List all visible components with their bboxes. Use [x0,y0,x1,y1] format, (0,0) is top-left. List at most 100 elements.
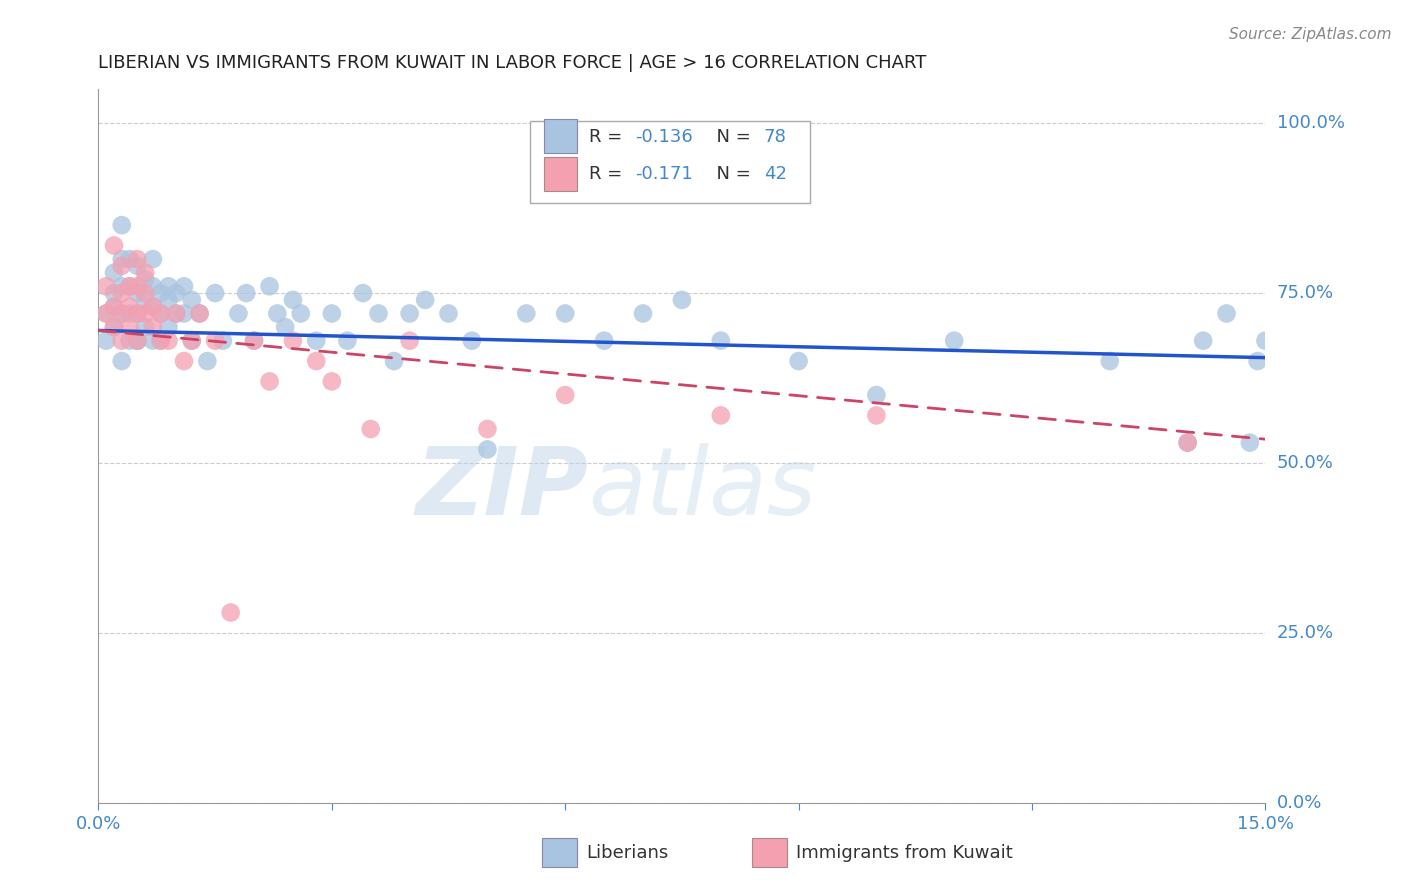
Point [593,334,616,348]
Point [127,306,149,320]
Point [259,279,281,293]
Point [1246,354,1268,368]
Text: 42: 42 [763,165,786,183]
Point [865,388,887,402]
Point [111,334,134,348]
Point [118,252,141,266]
Point [127,306,149,320]
Point [127,334,149,348]
Point [165,306,187,320]
Point [1239,435,1261,450]
Point [235,286,257,301]
Point [180,334,202,348]
Point [157,320,180,334]
Point [554,306,576,320]
Point [212,334,235,348]
Point [180,334,202,348]
Point [188,306,211,320]
Point [259,375,281,389]
Point [204,334,226,348]
Point [710,334,733,348]
Point [173,279,195,293]
Point [118,306,141,320]
Point [305,354,328,368]
Point [1177,435,1199,450]
Point [290,306,312,320]
Text: 0.0%: 0.0% [1277,794,1322,812]
Point [134,286,156,301]
Point [321,375,343,389]
Point [127,252,149,266]
Point [157,279,180,293]
Point [118,320,141,334]
Text: R =: R = [589,128,627,146]
Point [1177,435,1199,450]
Point [367,306,389,320]
Point [865,409,887,423]
Point [515,306,537,320]
Text: -0.136: -0.136 [636,128,693,146]
Point [281,334,304,348]
Point [111,354,134,368]
Text: 78: 78 [763,128,786,146]
Point [96,334,118,348]
Bar [752,838,787,867]
Text: Immigrants from Kuwait: Immigrants from Kuwait [796,844,1014,862]
Point [1215,306,1237,320]
Point [631,306,654,320]
Point [321,306,343,320]
Point [103,300,125,314]
Point [1254,334,1277,348]
Point [165,306,187,320]
Point [118,279,141,293]
Point [157,293,180,307]
Point [243,334,266,348]
Point [111,279,134,293]
Point [195,354,218,368]
Point [111,306,134,320]
Point [165,286,187,301]
Point [360,422,382,436]
Point [127,259,149,273]
Point [142,300,165,314]
Point [188,306,211,320]
Text: Liberians: Liberians [586,844,668,862]
Text: 25.0%: 25.0% [1277,624,1334,642]
Point [111,286,134,301]
Point [305,334,328,348]
Point [477,442,499,457]
Text: 100.0%: 100.0% [1277,114,1344,132]
Point [142,320,165,334]
Point [149,334,172,348]
Point [118,300,141,314]
Point [437,306,460,320]
Point [111,252,134,266]
Point [103,238,125,252]
Point [398,306,420,320]
Point [134,293,156,307]
Point [142,252,165,266]
Point [228,306,250,320]
Point [149,334,172,348]
Point [274,320,297,334]
Point [127,334,149,348]
Point [134,272,156,286]
Point [127,279,149,293]
Point [103,266,125,280]
Point [173,306,195,320]
Point [96,306,118,320]
Text: LIBERIAN VS IMMIGRANTS FROM KUWAIT IN LABOR FORCE | AGE > 16 CORRELATION CHART: LIBERIAN VS IMMIGRANTS FROM KUWAIT IN LA… [98,54,927,72]
Point [149,286,172,301]
Point [134,266,156,280]
Point [477,422,499,436]
Text: atlas: atlas [589,443,817,534]
Text: ZIP: ZIP [416,442,589,535]
Bar [544,157,576,191]
Point [127,286,149,301]
Point [671,293,693,307]
Point [149,306,172,320]
Point [157,334,180,348]
Point [103,286,125,301]
Point [103,300,125,314]
Bar [544,120,576,153]
